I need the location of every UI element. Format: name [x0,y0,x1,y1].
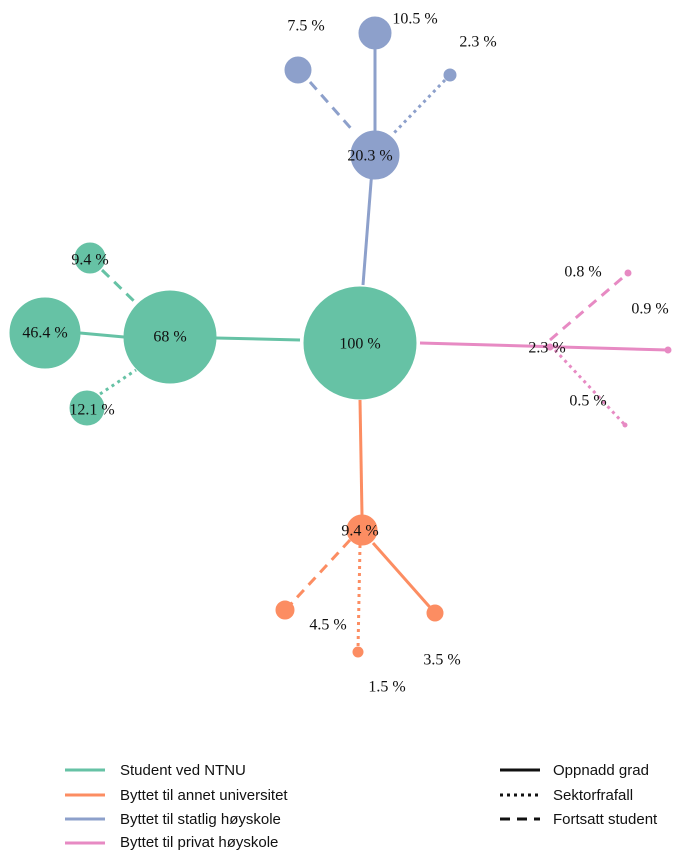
node-label: 0.8 % [564,264,601,281]
legend-label: Byttet til statlig høyskole [120,811,281,828]
node [74,242,106,274]
edge [100,268,138,305]
node [303,286,417,400]
node [352,646,364,658]
node-label: 20.3 % [347,148,392,165]
node-label: 7.5 % [287,18,324,35]
legend-label: Oppnadd grad [553,762,649,779]
node [284,56,312,84]
node-labels: 100 % 68 % 46.4 % 9.4 % 12.1 % 20.3 % 10… [22,11,668,696]
node-label: 2.3 % [528,340,565,357]
legend-label: Student ved NTNU [120,762,246,779]
node-label: 46.4 % [22,325,67,342]
node-label: 2.3 % [459,34,496,51]
legend-label: Fortsatt student [553,811,658,828]
node [624,269,632,277]
nodes [9,16,672,658]
edge [419,341,669,352]
node-label: 10.5 % [392,11,437,28]
node-label: 4.5 % [309,617,346,634]
node [350,130,400,180]
node-label: 0.9 % [631,301,668,318]
node [426,604,444,622]
node-label: 68 % [153,329,186,346]
node-label: 9.4 % [341,523,378,540]
edge [549,271,629,342]
node [664,346,672,354]
node [443,68,457,82]
legend-label: Sektorfrafall [553,787,633,804]
edge [79,331,125,339]
node-label: 3.5 % [423,652,460,669]
edges [79,49,669,651]
edge [356,544,362,651]
edge [99,368,137,396]
edge [215,336,301,342]
node-label: 100 % [339,336,380,353]
edge [308,81,357,134]
node [9,297,81,369]
edge [390,78,447,137]
edge [358,399,364,516]
node [546,343,554,351]
node-label: 9.4 % [71,252,108,269]
edge [371,542,437,614]
legend-label: Byttet til privat høyskole [120,834,278,850]
node [346,514,378,546]
edge [288,538,352,607]
legend: Student ved NTNU Byttet til annet univer… [65,762,658,850]
node-label: 1.5 % [368,679,405,696]
node-label: 0.5 % [569,393,606,410]
node [123,290,217,384]
node [69,390,105,426]
node [275,600,295,620]
node [358,16,392,50]
edge [553,348,627,427]
node [622,422,628,428]
legend-label: Byttet til annet universitet [120,787,288,804]
node-label: 12.1 % [69,402,114,419]
